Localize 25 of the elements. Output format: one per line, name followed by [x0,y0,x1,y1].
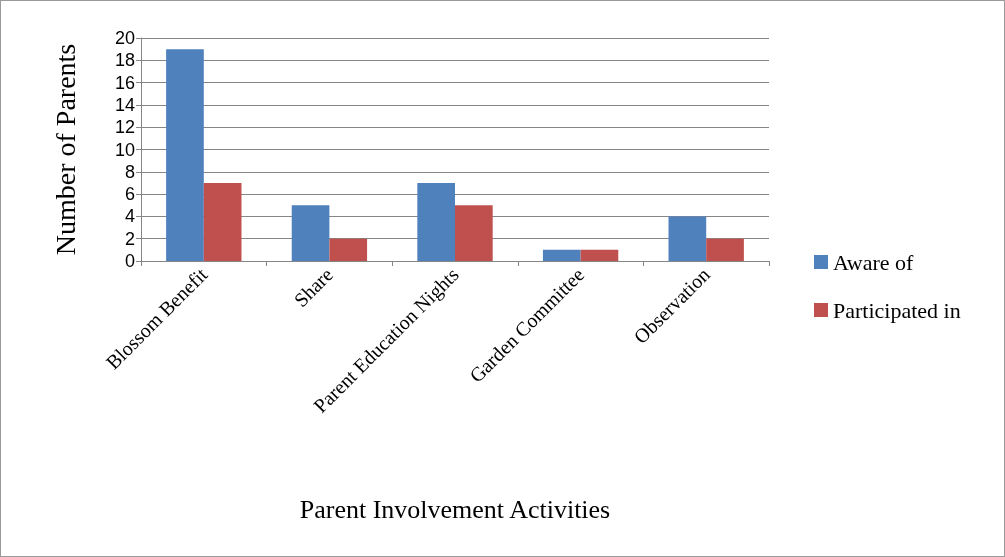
bar [580,249,619,261]
y-tick-label: 10 [114,139,135,160]
bar [203,182,242,261]
bar [329,238,368,261]
y-tick-label: 14 [114,94,135,115]
y-tick-label: 18 [114,50,135,71]
y-axis-title: Number of Parents [49,43,81,256]
bar [166,49,204,261]
x-axis-title: Parent Involvement Activities [299,494,611,524]
bar [291,205,330,261]
y-tick-label: 0 [124,251,135,271]
bar [542,249,581,261]
y-tick-label: 12 [114,117,135,138]
y-tick-label: 16 [114,72,135,93]
bar [706,238,744,261]
bar [668,216,707,261]
bar [455,205,493,261]
y-tick-label: 8 [124,161,135,182]
bar [417,182,455,261]
y-tick-label: 4 [124,206,135,227]
legend-label: Aware of [833,249,915,275]
y-tick-label: 6 [124,184,135,205]
y-tick-label: 2 [124,228,135,249]
legend-label: Participated in [833,297,961,323]
y-tick-label: 20 [114,28,135,48]
